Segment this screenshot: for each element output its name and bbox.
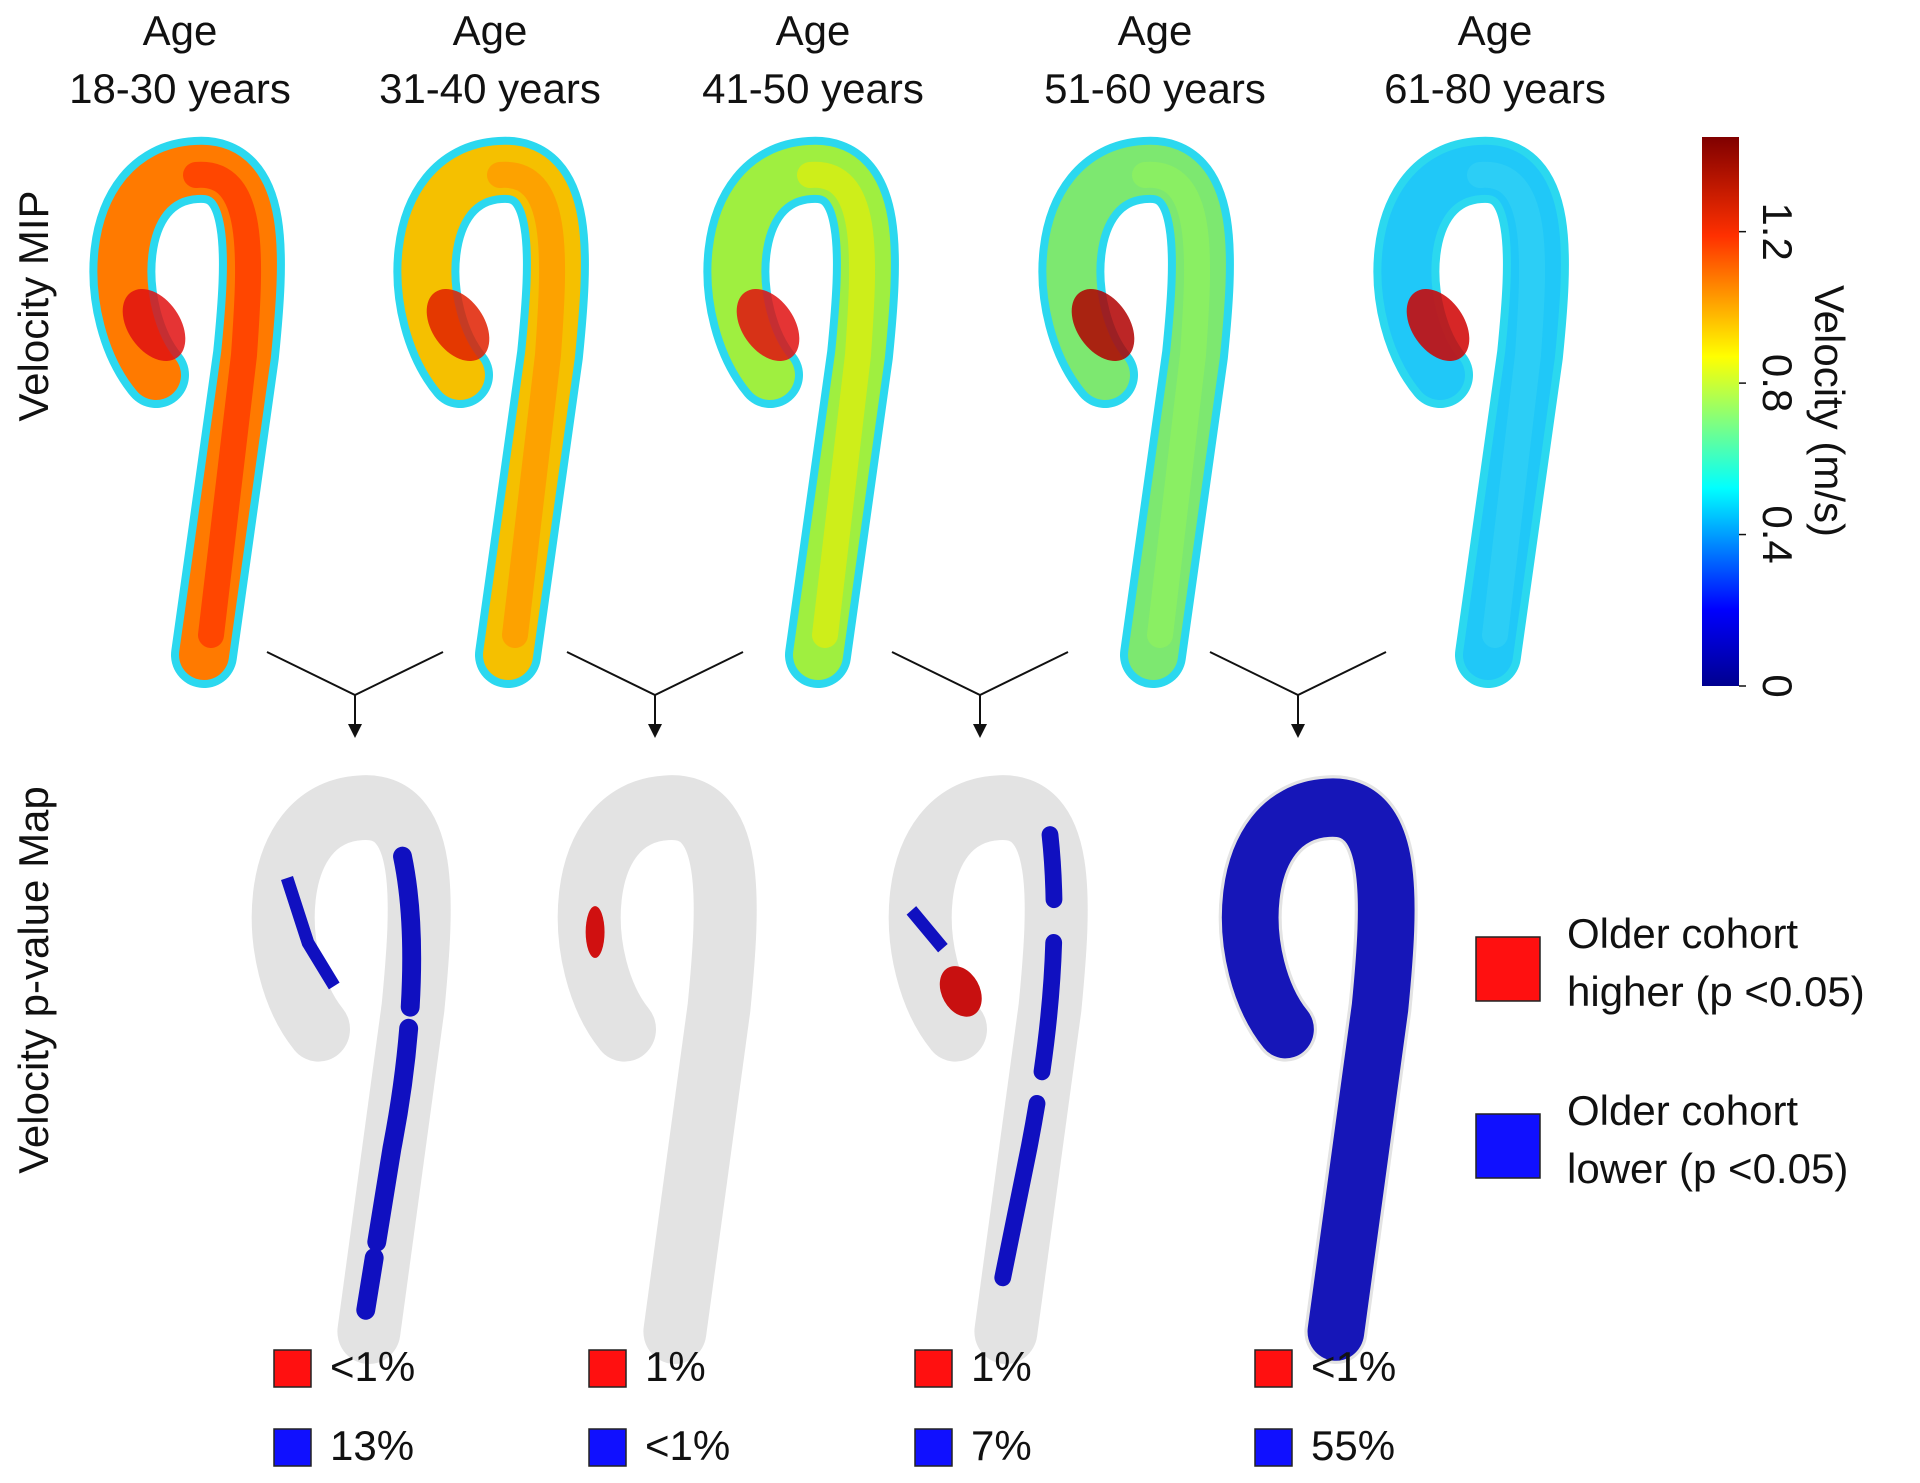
arrow xyxy=(566,651,744,728)
jet xyxy=(426,288,490,362)
row-label: Velocity MIP xyxy=(10,190,57,421)
column-header: Age xyxy=(1118,7,1193,54)
swatch xyxy=(273,1428,312,1467)
colorbar-tick-label: 0 xyxy=(1754,674,1801,697)
column-header: Age xyxy=(453,7,528,54)
velocity-mip xyxy=(1373,136,1569,688)
percent-label: 55% xyxy=(1311,1422,1395,1469)
arrow xyxy=(1209,651,1387,728)
percent-label: 13% xyxy=(330,1422,414,1469)
column-header: 51-60 years xyxy=(1044,65,1266,112)
velocity-mip xyxy=(1038,136,1234,688)
jet xyxy=(1406,288,1470,362)
red-region xyxy=(939,966,982,1017)
blue-region xyxy=(906,906,948,953)
blue-region xyxy=(281,875,340,990)
arrow xyxy=(266,651,444,728)
percent-label: <1% xyxy=(330,1343,415,1390)
percent-label: <1% xyxy=(1311,1343,1396,1390)
colorbar-tick-label: 1.2 xyxy=(1754,202,1801,260)
aorta-core xyxy=(797,161,876,648)
legend-label: higher (p <0.05) xyxy=(1567,968,1865,1015)
row-label: Velocity p-value Map xyxy=(10,786,57,1174)
arrowhead xyxy=(348,724,362,738)
colorbar-tick-label: 0.8 xyxy=(1754,354,1801,412)
swatch xyxy=(1254,1349,1293,1388)
legend-swatch xyxy=(1475,1113,1541,1179)
aorta-core xyxy=(183,161,262,648)
column-header: 41-50 years xyxy=(702,65,924,112)
arrowhead xyxy=(648,724,662,738)
velocity-mip xyxy=(703,136,899,688)
swatch xyxy=(914,1428,953,1467)
legend-label: lower (p <0.05) xyxy=(1567,1145,1848,1192)
jet xyxy=(1071,288,1135,362)
colorbar xyxy=(1702,137,1739,686)
aorta-gray xyxy=(888,775,1088,1365)
column-header: Age xyxy=(1458,7,1533,54)
colorbar-label: Velocity (m/s) xyxy=(1806,285,1853,537)
aorta-core xyxy=(1132,161,1211,648)
pvalue-map xyxy=(1218,775,1418,1365)
column-header: 18-30 years xyxy=(69,65,291,112)
column-header: 31-40 years xyxy=(379,65,601,112)
percent-label: 1% xyxy=(645,1343,706,1390)
blue-region xyxy=(994,826,1063,1287)
colorbar-tick-label: 0.4 xyxy=(1754,505,1801,563)
legend-label: Older cohort xyxy=(1567,1087,1798,1134)
column-header: 61-80 years xyxy=(1384,65,1606,112)
blue-region xyxy=(1221,778,1415,1361)
red-region xyxy=(585,906,605,958)
jet xyxy=(122,288,186,362)
swatch xyxy=(273,1349,312,1388)
swatch xyxy=(588,1349,627,1388)
blue-region xyxy=(356,846,422,1320)
velocity-mip xyxy=(89,136,285,688)
aorta-gray xyxy=(557,775,757,1365)
arrowhead xyxy=(1291,724,1305,738)
column-header: Age xyxy=(776,7,851,54)
swatch xyxy=(1254,1428,1293,1467)
pvalue-map xyxy=(557,775,757,1365)
percent-label: <1% xyxy=(645,1422,730,1469)
pvalue-map xyxy=(888,775,1088,1365)
arrow xyxy=(891,651,1069,728)
arrowhead xyxy=(973,724,987,738)
aorta-core xyxy=(1467,161,1546,648)
velocity-mip xyxy=(393,136,589,688)
column-header: Age xyxy=(143,7,218,54)
legend-swatch xyxy=(1475,936,1541,1002)
pvalue-map xyxy=(251,775,451,1365)
percent-label: 1% xyxy=(971,1343,1032,1390)
legend-label: Older cohort xyxy=(1567,910,1798,957)
percent-label: 7% xyxy=(971,1422,1032,1469)
jet xyxy=(736,288,800,362)
aorta-core xyxy=(487,161,566,648)
swatch xyxy=(914,1349,953,1388)
swatch xyxy=(588,1428,627,1467)
